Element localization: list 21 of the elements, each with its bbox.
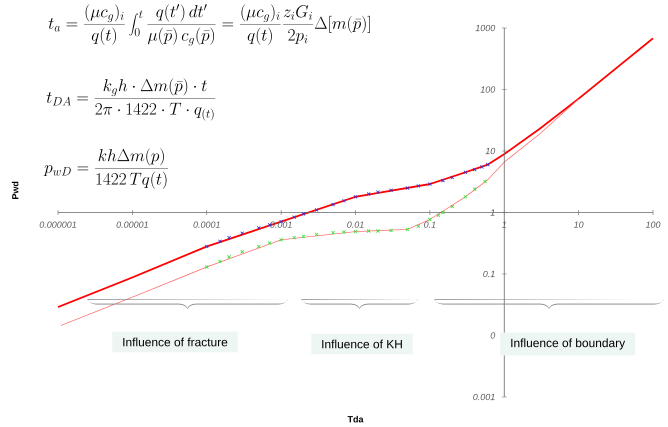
y-tick-label: 0.1 bbox=[483, 270, 495, 278]
annotation: $p_{wD} = \frac{k h \Delta m(p)}{1422\, T q(t)}$ bbox=[44, 148, 168, 189]
annotation: Influence of fracture bbox=[123, 338, 228, 346]
y-tick-label: 0.001 bbox=[473, 394, 494, 400]
y-tick-label: 1000 bbox=[476, 24, 496, 32]
annotation: Influence of boundary bbox=[511, 338, 626, 350]
y-tick-label: 100 bbox=[480, 86, 496, 93]
x-tick-label: 0.1 bbox=[424, 221, 436, 228]
x-tick-label: 0.01 bbox=[347, 221, 364, 228]
annotation: $t_a = \frac{(\mu c_g)_i}{q(t)} \int_0^t \frac{q(t')\,dt'}{\mu(\bar p)\, c_g(\bar p)} = \frac{(\mu c_g)_i}{q(t)} \frac{z_i G_i}{2 p_i} \Delta[m(\bar p)]$ bbox=[48, 4, 370, 46]
x-axis-title: Tda bbox=[348, 416, 364, 422]
y-axis-title: Pwd bbox=[12, 182, 18, 199]
x-tick-label: 0.00001 bbox=[116, 221, 148, 228]
annotation: $t_{DA} = \frac{k_g h \cdot \Delta m(\bar p) \cdot t}{2\pi \cdot 1422 \cdot T \cdot q_{(t)}}$ bbox=[46, 78, 216, 121]
x-tick-label: 10 bbox=[574, 221, 584, 228]
annotation: Influence of KH bbox=[322, 340, 402, 348]
y-tick-label: 10 bbox=[486, 148, 496, 154]
y-tick-label: 0 bbox=[490, 332, 496, 339]
x-tick-label: 0.0001 bbox=[193, 221, 220, 228]
x-tick-label: 0.000001 bbox=[40, 221, 76, 228]
x-tick-label: 100 bbox=[646, 221, 660, 228]
